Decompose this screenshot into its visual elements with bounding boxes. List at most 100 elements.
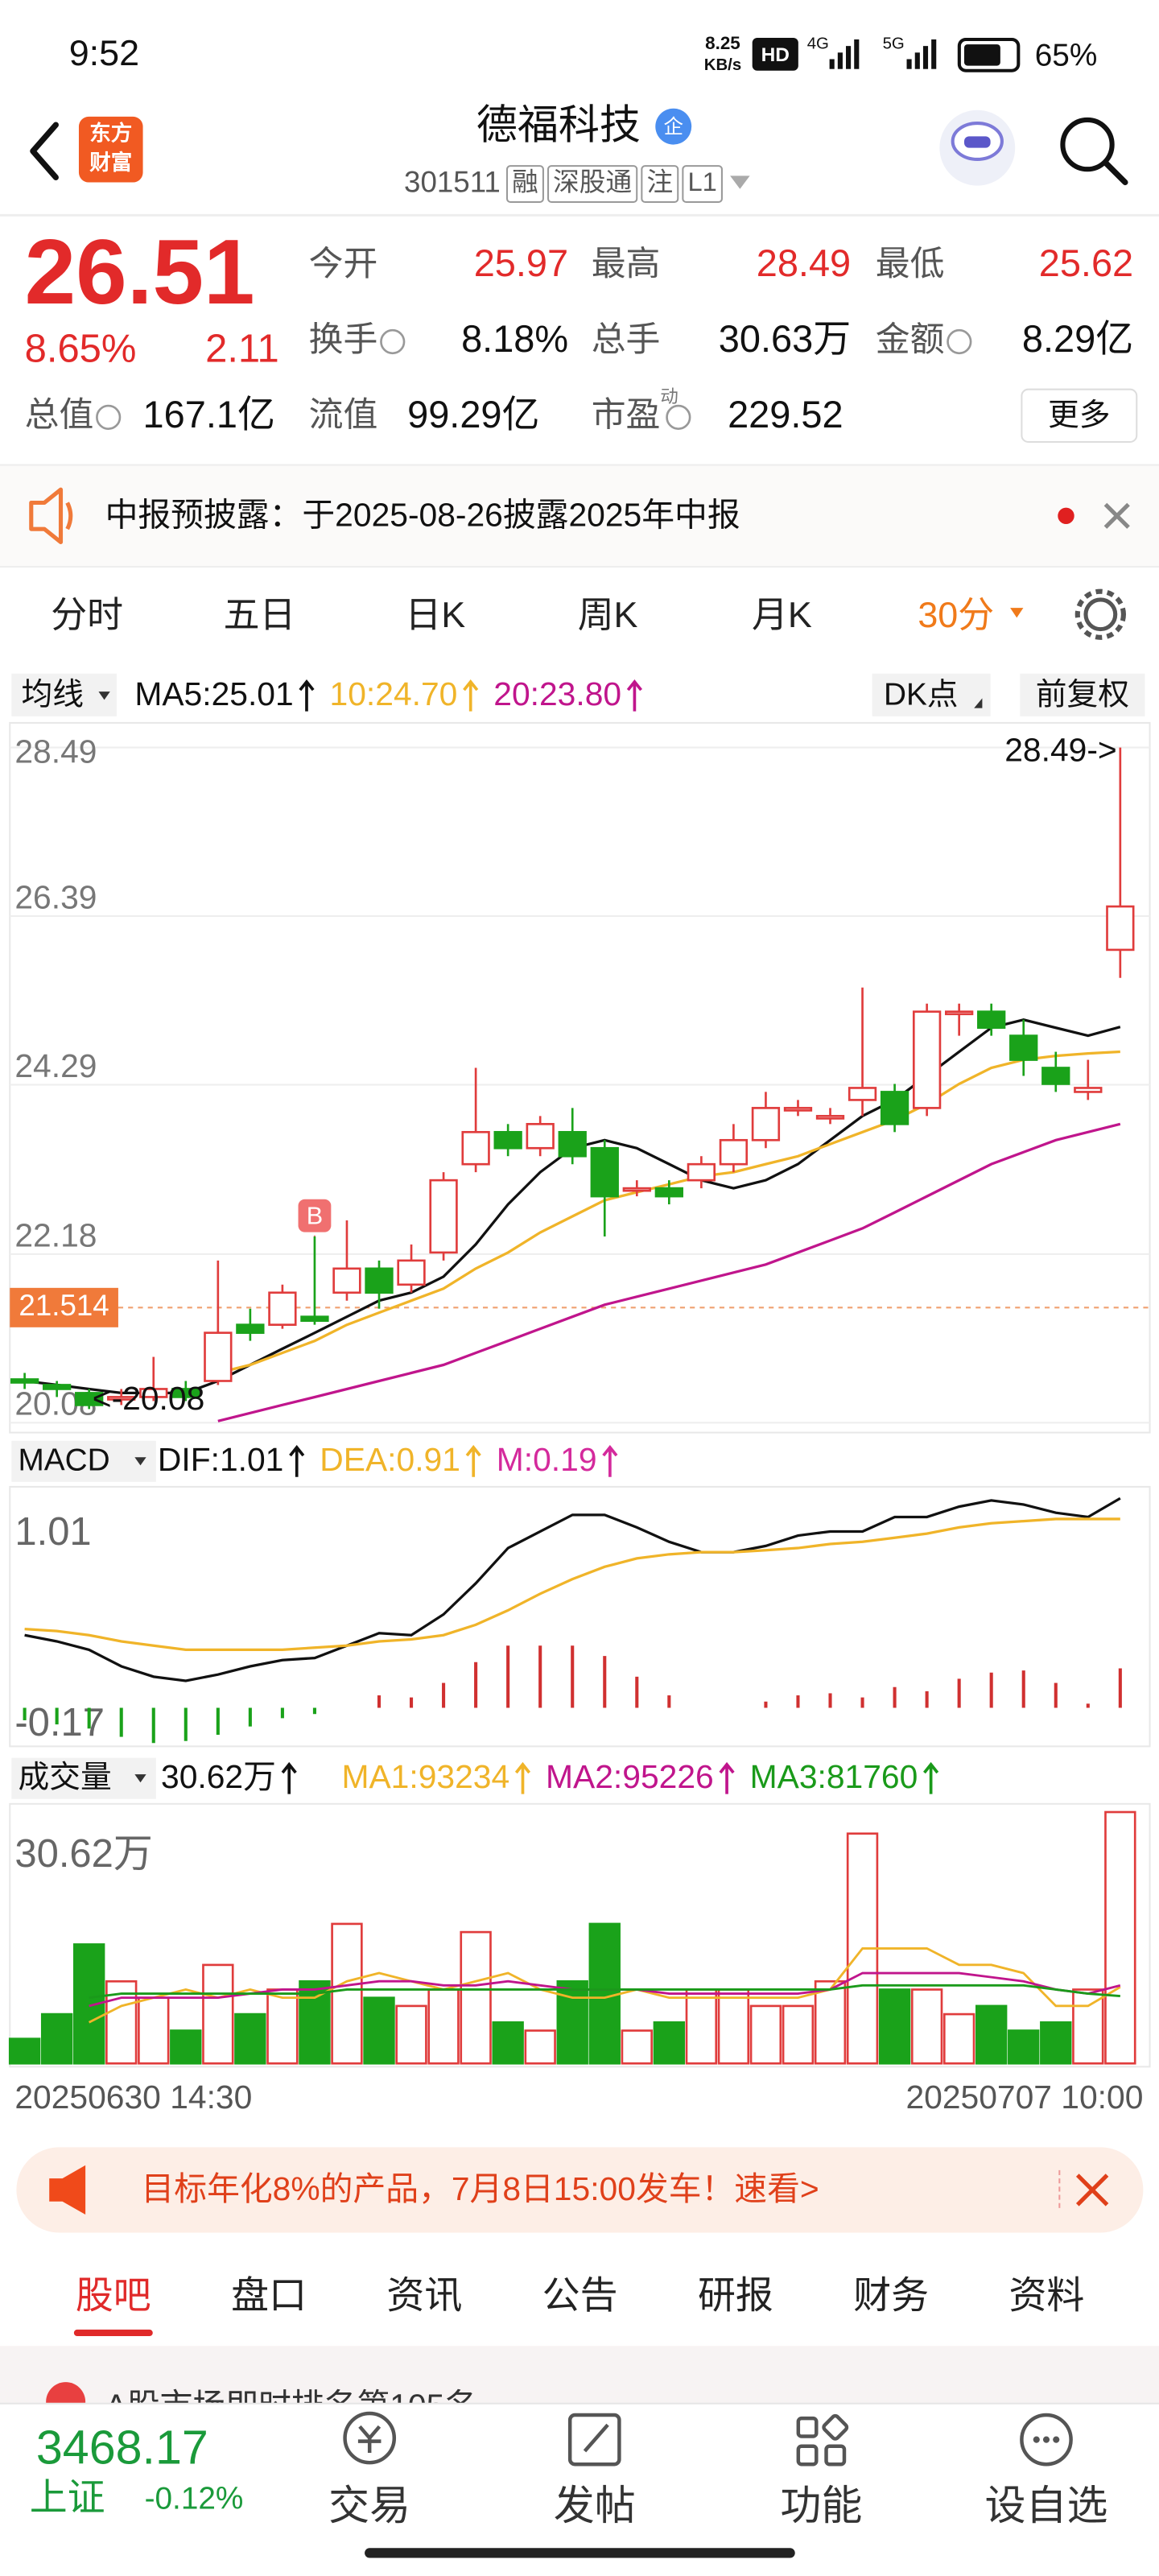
volume-bar — [170, 2029, 202, 2065]
func-icon — [796, 2416, 819, 2438]
tag-box — [505, 165, 544, 204]
volume-bar — [331, 1922, 363, 2065]
content-tab[interactable]: 资讯 — [386, 2274, 462, 2316]
up-arrow — [289, 1445, 305, 1477]
battery-icon — [957, 37, 1021, 72]
period-tab[interactable]: 月K — [752, 594, 812, 635]
field-label: 金额 — [876, 320, 945, 359]
badge — [655, 108, 692, 145]
macd-line — [24, 1496, 1121, 1682]
ma-select-label: 均线 — [22, 678, 85, 712]
nav-icons — [343, 2411, 1073, 2467]
ma-select[interactable] — [11, 673, 117, 716]
candle-body — [815, 1115, 845, 1120]
panel-title: 成交量 — [18, 1760, 111, 1794]
field-sup: 动 — [660, 386, 678, 407]
y-tick-label: 28.49 — [14, 733, 97, 770]
search-button[interactable] — [1060, 117, 1115, 172]
candle-body — [945, 1010, 974, 1016]
period-tab[interactable]: 分时 — [51, 594, 123, 635]
legend-entry: MA1:93234 — [341, 1758, 509, 1795]
content-tabs: 股吧 盘口 资讯 公告 研报 财务 资料 — [73, 2274, 1084, 2337]
volume-bar — [492, 2021, 524, 2065]
field-value: 25.62 — [1039, 242, 1133, 284]
high-annotation: 28.49-> — [1004, 731, 1117, 768]
back-button[interactable] — [30, 122, 59, 180]
last-price: 26.51 — [25, 221, 255, 324]
tag-box — [641, 165, 679, 204]
ad-close[interactable] — [1075, 2174, 1109, 2207]
candle-body — [590, 1146, 619, 1198]
notice-text[interactable]: 中报预披露：于2025-08-26披露2025年中报 — [105, 497, 740, 534]
more-button[interactable] — [1021, 388, 1138, 443]
legend-entry: M:0.19 — [497, 1441, 597, 1478]
content-tab[interactable]: 资料 — [1008, 2274, 1084, 2316]
change-pct: 8.65% — [25, 328, 137, 371]
ad-bar[interactable] — [16, 2147, 1144, 2233]
volume-bar — [1072, 1988, 1104, 2065]
change: 2.11 — [205, 328, 279, 371]
stock-code: 301511 — [404, 165, 501, 198]
candle-body — [1009, 1034, 1038, 1061]
candle-body — [848, 1087, 877, 1101]
net-speed-unit: KB/s — [704, 56, 741, 74]
period-tabs: 分时 五日 日K 周K 月K 30分 — [51, 594, 994, 635]
kline-frame — [9, 721, 1151, 1434]
period-tab[interactable]: 日K — [405, 594, 465, 635]
candle-body — [268, 1291, 297, 1326]
dropdown-caret — [134, 1774, 146, 1783]
field-value: 99.29亿 — [407, 394, 539, 436]
candle-body — [783, 1107, 813, 1112]
legend-entry: 20:23.80 — [493, 675, 621, 712]
ma-line — [217, 1122, 1121, 1422]
field-value: 25.97 — [474, 242, 568, 284]
period-tab[interactable]: 周K — [578, 594, 638, 635]
nav-label[interactable]: 发帖 — [554, 2483, 636, 2529]
content-tab[interactable]: 盘口 — [231, 2274, 307, 2316]
y-tick-label: 22.18 — [14, 1216, 97, 1253]
candle-body — [75, 1392, 104, 1406]
nav-label[interactable]: 设自选 — [984, 2483, 1107, 2529]
settings-button[interactable] — [1083, 597, 1118, 632]
battery-level — [963, 44, 1000, 66]
legend-entry: MA2:95226 — [546, 1758, 714, 1795]
y-tick-label: 24.29 — [14, 1047, 97, 1084]
content-tab[interactable]: 研报 — [698, 2274, 773, 2316]
func-icon — [824, 2444, 847, 2467]
nav-label[interactable]: 功能 — [780, 2483, 862, 2529]
candle-body — [461, 1130, 490, 1166]
signal-label: B — [307, 1202, 323, 1229]
stock-name: 德福科技 — [476, 102, 641, 148]
trade-icon-yen — [357, 2425, 382, 2453]
volume-bar — [266, 1988, 299, 2065]
macd-select[interactable] — [11, 1440, 156, 1482]
content-tab[interactable]: 财务 — [853, 2274, 929, 2316]
candle-body — [107, 1396, 136, 1401]
content-tab[interactable]: 股吧 — [76, 2274, 151, 2316]
tag-box — [682, 165, 723, 204]
field-label: 总值 — [25, 396, 94, 435]
index-change: -0.12% — [145, 2481, 244, 2516]
content-tab[interactable]: 公告 — [542, 2274, 618, 2316]
battery-text: 65% — [1035, 39, 1098, 73]
signal-2 — [906, 39, 937, 69]
candle-body — [719, 1138, 749, 1166]
nav-label[interactable]: 交易 — [328, 2483, 410, 2529]
net-type: 5G — [883, 35, 905, 52]
volume-select[interactable] — [11, 1757, 156, 1799]
candle-body — [526, 1123, 555, 1150]
index-value[interactable]: 3468.17 — [36, 2421, 208, 2475]
volume-bar — [363, 1996, 395, 2065]
close-notice[interactable] — [1103, 502, 1130, 529]
period-tab[interactable]: 五日 — [224, 594, 296, 635]
info-icon — [380, 328, 406, 355]
app-logo[interactable] — [78, 116, 143, 183]
period-tab[interactable]: 30分 — [918, 594, 994, 635]
search-handle — [1102, 159, 1128, 186]
adjust-button[interactable] — [1020, 673, 1145, 716]
dk-button[interactable] — [872, 673, 991, 716]
watch-dots — [1033, 2436, 1060, 2443]
tag-caret — [730, 175, 750, 189]
up-arrow — [602, 1445, 618, 1477]
volume-bar — [524, 2029, 556, 2065]
